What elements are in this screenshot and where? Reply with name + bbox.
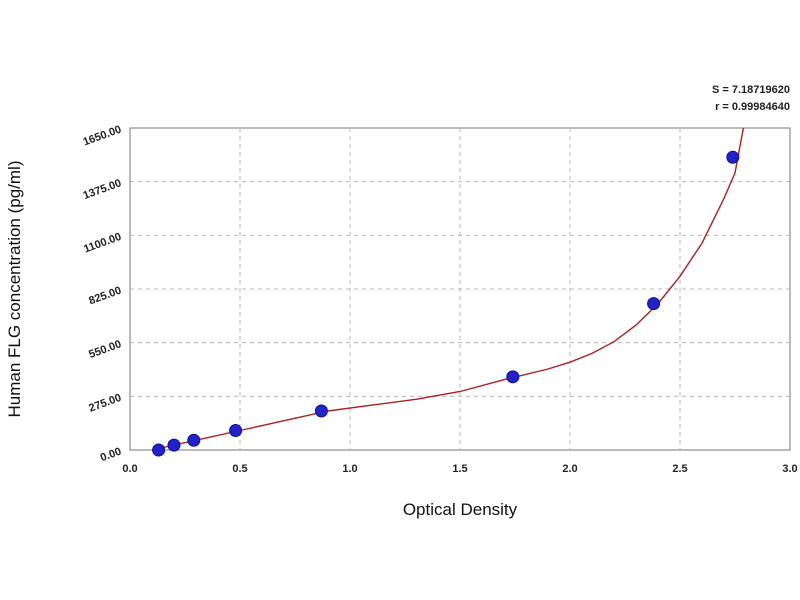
y-tick-label: 1650.00 (82, 124, 123, 149)
data-point (229, 423, 243, 437)
y-tick-label: 1100.00 (82, 231, 123, 256)
data-point (726, 150, 740, 164)
y-tick-labels: 0.00 275.00 550.00 825.00 1100.00 1375.00 1650… (82, 124, 123, 465)
data-point (187, 433, 201, 447)
x-tick-label: 1.0 (342, 463, 357, 475)
y-tick-label: 550.00 (87, 338, 123, 361)
x-axis-title: Optical Density (403, 500, 518, 519)
data-point (152, 443, 166, 457)
x-tick-label: 2.5 (672, 463, 687, 475)
x-tick-label: 3.0 (782, 463, 797, 475)
y-tick-label: 275.00 (87, 392, 123, 415)
grid-lines (130, 128, 790, 450)
x-tick-labels: 0.0 0.5 1.0 1.5 2.0 2.5 3.0 (122, 463, 797, 475)
x-tick-label: 1.5 (452, 463, 467, 475)
fitted-curve-line (151, 127, 745, 451)
x-tick-label: 0.5 (232, 463, 247, 475)
x-tick-label: 0.0 (122, 463, 137, 475)
x-tick-label: 2.0 (562, 463, 577, 475)
fitted-curve-layer (151, 127, 745, 451)
fit-stat-line: S = 7.18719620 (712, 84, 790, 96)
y-tick-label: 1375.00 (82, 177, 123, 202)
y-tick-label: 0.00 (99, 446, 123, 465)
data-point (314, 404, 328, 418)
y-tick-label: 825.00 (87, 285, 123, 308)
data-point (167, 438, 181, 452)
y-axis-title: Human FLG concentration (pg/ml) (5, 161, 24, 418)
data-point (506, 370, 520, 384)
fit-statistics: S = 7.18719620 r = 0.99984640 (712, 84, 790, 113)
fit-stat-line: r = 0.99984640 (715, 101, 790, 113)
data-points-layer (152, 150, 740, 457)
data-point (647, 297, 661, 311)
